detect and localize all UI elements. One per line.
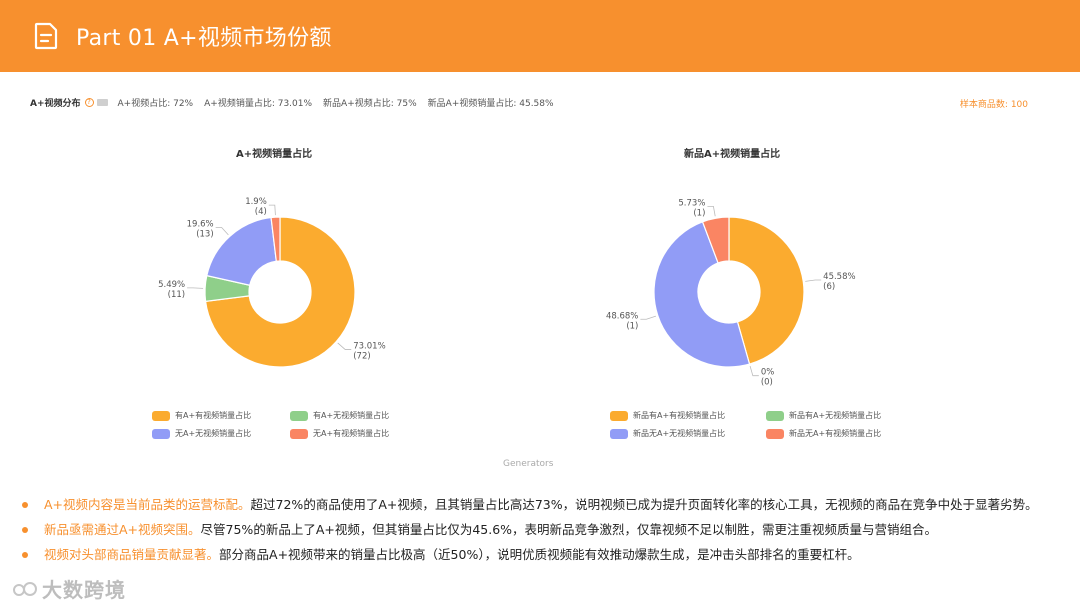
watermark-text: 大数跨境 bbox=[42, 578, 126, 602]
document-icon bbox=[34, 22, 58, 50]
bullet-dot bbox=[22, 502, 28, 508]
legend-item[interactable]: 有A+有视频销量占比 bbox=[152, 410, 290, 421]
stat-video-share: A+视频占比: 72% bbox=[117, 99, 194, 109]
legend-label: 新品无A+有视频销量占比 bbox=[789, 429, 882, 438]
legend-item[interactable]: 无A+有视频销量占比 bbox=[290, 428, 400, 439]
legend-right: 新品有A+有视频销量占比 新品有A+无视频销量占比 新品无A+无视频销量占比 新… bbox=[610, 410, 896, 439]
insight-item: 新品亟需通过A+视频突围。 尽管75%的新品上了A+视频，但其销量占比仅为45.6… bbox=[22, 522, 1072, 538]
insight-list: A+视频内容是当前品类的运营标配。 超过72%的商品使用了A+视频，且其销量占比高… bbox=[22, 497, 1072, 572]
legend-label: 新品有A+无视频销量占比 bbox=[789, 411, 882, 420]
legend-item[interactable]: 新品无A+无视频销量占比 bbox=[610, 428, 766, 439]
insight-text: 部分商品A+视频带来的销量占比极高（近50%），说明优质视频能有效推动爆款生成，… bbox=[219, 547, 860, 562]
legend-item[interactable]: 新品有A+有视频销量占比 bbox=[610, 410, 766, 421]
legend-swatch bbox=[290, 428, 308, 439]
page-title: Part 01 A+视频市场份额 bbox=[76, 26, 332, 51]
stat-new-video-sales-share: 新品A+视频销量占比: 45.58% bbox=[427, 99, 554, 109]
bullet-dot bbox=[22, 527, 28, 533]
legend-label: 新品有A+有视频销量占比 bbox=[633, 411, 726, 420]
help-icon[interactable]: ? bbox=[84, 98, 94, 107]
video-icon bbox=[96, 99, 108, 106]
legend-label: 新品无A+无视频销量占比 bbox=[633, 429, 726, 438]
insight-item: 视频对头部商品销量贡献显著。 部分商品A+视频带来的销量占比极高（近50%），说明… bbox=[22, 547, 1072, 563]
legend-item[interactable]: 新品有A+无视频销量占比 bbox=[766, 410, 896, 421]
stat-new-video-share: 新品A+视频占比: 75% bbox=[323, 99, 417, 109]
legend-label: 有A+有视频销量占比 bbox=[175, 411, 252, 420]
legend-swatch bbox=[152, 410, 170, 421]
sample-count: 样本商品数: 100 bbox=[959, 100, 1028, 110]
stats-bar: A+视频分布 ? A+视频占比: 72% A+视频销量占比: 73.01% 新品… bbox=[30, 96, 565, 109]
legend-swatch bbox=[610, 428, 628, 439]
legend-swatch bbox=[766, 428, 784, 439]
bullet-dot bbox=[22, 552, 28, 558]
legend-swatch bbox=[290, 410, 308, 421]
legend-swatch bbox=[610, 410, 628, 421]
chart-panel bbox=[14, 80, 1066, 480]
legend-label: 无A+有视频销量占比 bbox=[313, 429, 390, 438]
legend-item[interactable]: 有A+无视频销量占比 bbox=[290, 410, 400, 421]
legend-label: 无A+无视频销量占比 bbox=[175, 429, 252, 438]
watermark: 大数跨境 bbox=[12, 574, 126, 603]
brand-logo-icon bbox=[13, 581, 37, 596]
chart-title-right: 新品A+视频销量占比 bbox=[684, 149, 781, 160]
stat-video-sales-share: A+视频销量占比: 73.01% bbox=[204, 99, 313, 109]
chart-title-left: A+视频销量占比 bbox=[236, 149, 313, 160]
insight-item: A+视频内容是当前品类的运营标配。 超过72%的商品使用了A+视频，且其销量占比高… bbox=[22, 497, 1072, 513]
stats-label: A+视频分布 bbox=[30, 99, 81, 109]
legend-left: 有A+有视频销量占比 有A+无视频销量占比 无A+无视频销量占比 无A+有视频销… bbox=[152, 410, 400, 439]
legend-item[interactable]: 新品无A+有视频销量占比 bbox=[766, 428, 896, 439]
insight-text: 尽管75%的新品上了A+视频，但其销量占比仅为45.6%，表明新品竞争激烈，仅靠… bbox=[200, 522, 938, 537]
insight-highlight: 视频对头部商品销量贡献显著。 bbox=[44, 547, 220, 562]
generators-label: Generators bbox=[503, 459, 554, 469]
legend-item[interactable]: 无A+无视频销量占比 bbox=[152, 428, 290, 439]
insight-text: 超过72%的商品使用了A+视频，且其销量占比高达73%，说明视频已成为提升页面转… bbox=[250, 497, 1038, 512]
insight-highlight: 新品亟需通过A+视频突围。 bbox=[44, 522, 201, 537]
legend-swatch bbox=[766, 410, 784, 421]
header-bar: Part 01 A+视频市场份额 bbox=[0, 0, 1080, 72]
insight-highlight: A+视频内容是当前品类的运营标配。 bbox=[44, 497, 251, 512]
legend-swatch bbox=[152, 428, 170, 439]
legend-label: 有A+无视频销量占比 bbox=[313, 411, 390, 420]
